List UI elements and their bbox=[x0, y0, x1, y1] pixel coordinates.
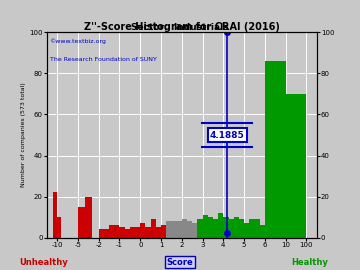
Bar bbox=[177, 221, 182, 238]
Text: 4.1885: 4.1885 bbox=[210, 130, 245, 140]
Bar bbox=[187, 221, 192, 238]
Bar bbox=[145, 227, 150, 238]
Bar bbox=[85, 197, 92, 238]
Bar bbox=[156, 227, 161, 238]
Bar bbox=[166, 221, 171, 238]
Text: Sector:  Industrials: Sector: Industrials bbox=[131, 23, 229, 32]
Text: Healthy: Healthy bbox=[291, 258, 328, 266]
Bar bbox=[265, 61, 285, 238]
Text: Unhealthy: Unhealthy bbox=[19, 258, 68, 266]
Bar bbox=[197, 219, 203, 238]
Bar bbox=[260, 225, 265, 238]
Bar bbox=[120, 227, 125, 238]
Bar bbox=[208, 217, 213, 238]
Bar bbox=[255, 219, 260, 238]
Text: Score: Score bbox=[167, 258, 193, 266]
Bar bbox=[203, 215, 208, 238]
Bar bbox=[53, 193, 57, 238]
Bar bbox=[249, 219, 255, 238]
Bar bbox=[130, 227, 135, 238]
Bar bbox=[229, 219, 234, 238]
Bar bbox=[161, 225, 166, 238]
Title: Z''-Score Histogram for CRAI (2016): Z''-Score Histogram for CRAI (2016) bbox=[84, 22, 280, 32]
Bar bbox=[234, 217, 239, 238]
Bar bbox=[140, 223, 145, 238]
Text: ©www.textbiz.org: ©www.textbiz.org bbox=[50, 39, 106, 44]
Bar bbox=[78, 207, 85, 238]
Bar bbox=[223, 217, 229, 238]
Text: The Research Foundation of SUNY: The Research Foundation of SUNY bbox=[50, 57, 156, 62]
Bar bbox=[150, 219, 156, 238]
Bar bbox=[213, 219, 218, 238]
Bar bbox=[99, 230, 109, 238]
Bar bbox=[109, 225, 120, 238]
Bar bbox=[171, 221, 177, 238]
Bar bbox=[182, 219, 187, 238]
Bar bbox=[218, 213, 223, 238]
Bar bbox=[192, 223, 197, 238]
Bar bbox=[135, 227, 140, 238]
Bar bbox=[57, 217, 61, 238]
Y-axis label: Number of companies (573 total): Number of companies (573 total) bbox=[21, 83, 26, 187]
Bar bbox=[285, 94, 306, 238]
Bar bbox=[239, 219, 244, 238]
Bar bbox=[265, 166, 266, 238]
Bar bbox=[125, 230, 130, 238]
Bar bbox=[244, 223, 249, 238]
